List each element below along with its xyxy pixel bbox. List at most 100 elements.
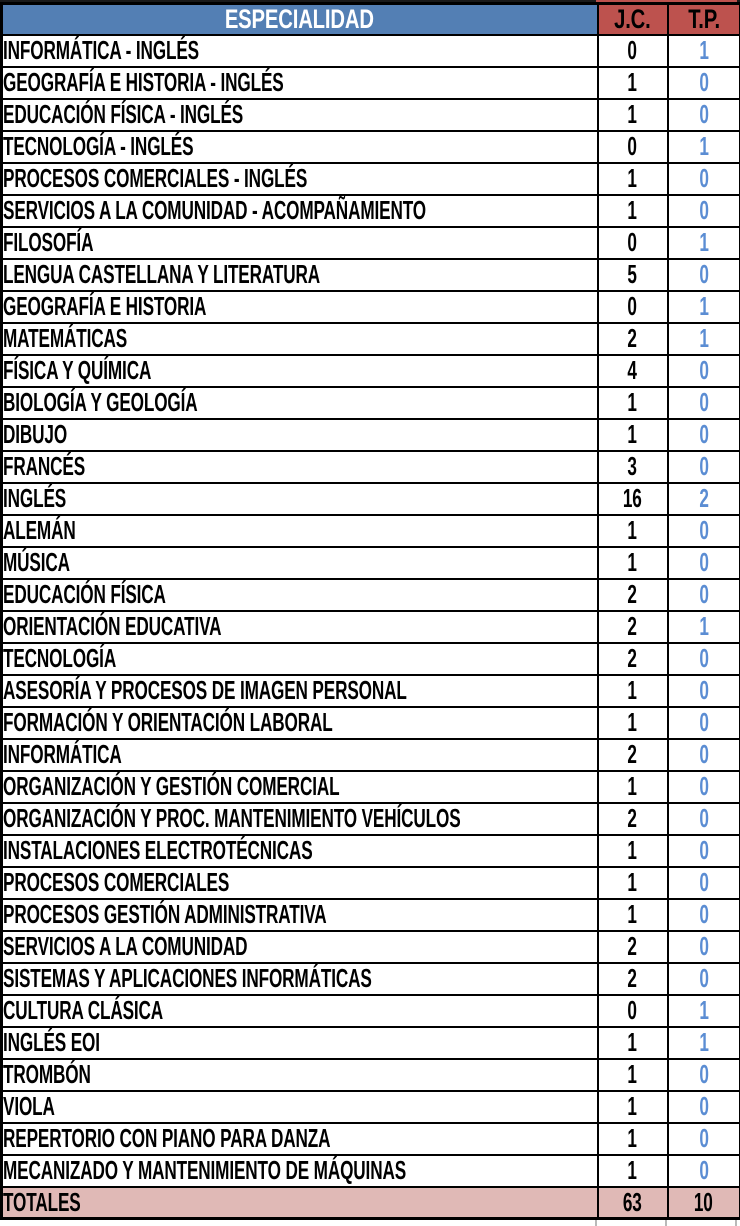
jc-value: 1 xyxy=(627,163,638,193)
jc-value: 1 xyxy=(627,1091,638,1121)
jc-value: 1 xyxy=(627,1059,638,1089)
tp-cell: 0 xyxy=(666,193,740,228)
tp-cell: 0 xyxy=(666,705,740,740)
tp-value: 0 xyxy=(699,547,709,577)
especialidad-cell: ASESORÍA Y PROCESOS DE IMAGEN PERSONAL xyxy=(0,673,599,708)
especialidad-label: MECANIZADO Y MANTENIMIENTO DE MÁQUINAS xyxy=(3,1155,407,1185)
table-row: GEOGRAFÍA E HISTORIA 0 1 xyxy=(0,289,740,324)
especialidad-cell: CULTURA CLÁSICA xyxy=(0,993,599,1028)
table-row: FRANCÉS 3 0 xyxy=(0,449,740,484)
especialidad-cell: TECNOLOGÍA xyxy=(0,641,599,676)
table-body: INFORMÁTICA - INGLÉS 0 1 GEOGRAFÍA E HISTOR… xyxy=(0,33,740,1188)
jc-cell: 1 xyxy=(596,417,669,452)
tp-value: 1 xyxy=(699,323,709,353)
especialidad-cell: INGLÉS xyxy=(0,481,599,516)
especialidad-cell: ALEMÁN xyxy=(0,513,599,548)
table-row: FORMACIÓN Y ORIENTACIÓN LABORAL 1 0 xyxy=(0,705,740,740)
jc-cell: 2 xyxy=(596,609,669,644)
especialidad-label: TROMBÓN xyxy=(3,1059,91,1089)
jc-cell: 0 xyxy=(596,993,669,1028)
jc-value: 16 xyxy=(623,483,642,513)
tp-cell: 0 xyxy=(666,673,740,708)
tp-cell: 0 xyxy=(666,353,740,388)
especialidad-label: INSTALACIONES ELECTROTÉCNICAS xyxy=(3,835,313,865)
jc-value: 2 xyxy=(627,323,638,353)
tp-cell: 2 xyxy=(666,481,740,516)
header-row: ESPECIALIDAD J.C. T.P. xyxy=(0,2,740,36)
tp-value: 1 xyxy=(699,227,709,257)
totals-tp-cell: 10 xyxy=(666,1185,740,1220)
jc-value: 0 xyxy=(627,131,638,161)
especialidad-label: PROCESOS COMERCIALES xyxy=(3,867,230,897)
especialidad-label: FÍSICA Y QUÍMICA xyxy=(3,355,152,385)
especialidad-cell: FILOSOFÍA xyxy=(0,225,599,260)
especialidad-label: VIOLA xyxy=(3,1091,55,1121)
especialidad-cell: SERVICIOS A LA COMUNIDAD - ACOMPAÑAMIENT… xyxy=(0,193,599,228)
jc-cell: 0 xyxy=(596,129,669,164)
especialidad-label: ORIENTACIÓN EDUCATIVA xyxy=(3,611,222,641)
tp-value: 0 xyxy=(699,963,709,993)
jc-value: 1 xyxy=(627,99,638,129)
jc-value: 0 xyxy=(627,35,638,65)
especialidad-label: TECNOLOGÍA - INGLÉS xyxy=(3,131,194,161)
jc-value: 1 xyxy=(627,195,638,225)
jc-cell: 2 xyxy=(596,929,669,964)
table-row: ASESORÍA Y PROCESOS DE IMAGEN PERSONAL 1 0 xyxy=(0,673,740,708)
tp-cell: 0 xyxy=(666,97,740,132)
table-row: INFORMÁTICA - INGLÉS 0 1 xyxy=(0,33,740,68)
column-header-especialidad-label: ESPECIALIDAD xyxy=(225,3,375,34)
table-row: MECANIZADO Y MANTENIMIENTO DE MÁQUINAS 1 0 xyxy=(0,1153,740,1188)
jc-cell: 1 xyxy=(596,705,669,740)
table-row: TECNOLOGÍA - INGLÉS 0 1 xyxy=(0,129,740,164)
tp-cell: 1 xyxy=(666,129,740,164)
especialidad-label: GEOGRAFÍA E HISTORIA xyxy=(3,291,207,321)
jc-cell: 2 xyxy=(596,801,669,836)
tp-value: 0 xyxy=(699,739,709,769)
especialidad-label: EDUCACIÓN FÍSICA xyxy=(3,579,166,609)
tp-value: 0 xyxy=(699,99,709,129)
table-row: INFORMÁTICA 2 0 xyxy=(0,737,740,772)
jc-cell: 1 xyxy=(596,545,669,580)
especialidad-cell: INSTALACIONES ELECTROTÉCNICAS xyxy=(0,833,599,868)
jc-value: 2 xyxy=(627,611,638,641)
table-row: ORIENTACIÓN EDUCATIVA 2 1 xyxy=(0,609,740,644)
especialidad-label: CULTURA CLÁSICA xyxy=(3,995,164,1025)
tp-value: 0 xyxy=(699,355,709,385)
jc-value: 1 xyxy=(627,675,638,705)
especialidad-label: BIOLOGÍA Y GEOLOGÍA xyxy=(3,387,198,417)
especialidad-cell: SERVICIOS A LA COMUNIDAD xyxy=(0,929,599,964)
column-header-tp-label: T.P. xyxy=(687,3,720,34)
especialidad-label: MÚSICA xyxy=(3,547,71,577)
especialidad-cell: DIBUJO xyxy=(0,417,599,452)
especialidad-cell: EDUCACIÓN FÍSICA - INGLÉS xyxy=(0,97,599,132)
table-row: ORGANIZACIÓN Y PROC. MANTENIMIENTO VEHÍC… xyxy=(0,801,740,836)
table-row: SERVICIOS A LA COMUNIDAD - ACOMPAÑAMIENT… xyxy=(0,193,740,228)
especialidad-cell: ORIENTACIÓN EDUCATIVA xyxy=(0,609,599,644)
tp-cell: 0 xyxy=(666,385,740,420)
tp-cell: 0 xyxy=(666,577,740,612)
tp-value: 0 xyxy=(699,867,709,897)
tp-cell: 0 xyxy=(666,1153,740,1188)
especialidad-label: ASESORÍA Y PROCESOS DE IMAGEN PERSONAL xyxy=(3,675,407,705)
tp-cell: 0 xyxy=(666,417,740,452)
especialidad-label: GEOGRAFÍA E HISTORIA - INGLÉS xyxy=(3,67,284,97)
jc-cell: 1 xyxy=(596,1025,669,1060)
especialidad-label: TECNOLOGÍA xyxy=(3,643,117,673)
jc-value: 1 xyxy=(627,1123,638,1153)
jc-value: 1 xyxy=(627,387,638,417)
tp-value: 0 xyxy=(699,835,709,865)
column-header-jc-label: J.C. xyxy=(614,3,651,34)
top-border-artifact xyxy=(0,0,740,2)
jc-cell: 2 xyxy=(596,641,669,676)
table-row: INSTALACIONES ELECTROTÉCNICAS 1 0 xyxy=(0,833,740,868)
tp-cell: 0 xyxy=(666,449,740,484)
tp-cell: 0 xyxy=(666,161,740,196)
table-row: MÚSICA 1 0 xyxy=(0,545,740,580)
jc-cell: 1 xyxy=(596,833,669,868)
especialidad-cell: ORGANIZACIÓN Y GESTIÓN COMERCIAL xyxy=(0,769,599,804)
especialidad-label: FRANCÉS xyxy=(3,451,86,481)
jc-value: 1 xyxy=(627,771,638,801)
tp-cell: 0 xyxy=(666,929,740,964)
tp-cell: 1 xyxy=(666,321,740,356)
tp-cell: 1 xyxy=(666,33,740,68)
